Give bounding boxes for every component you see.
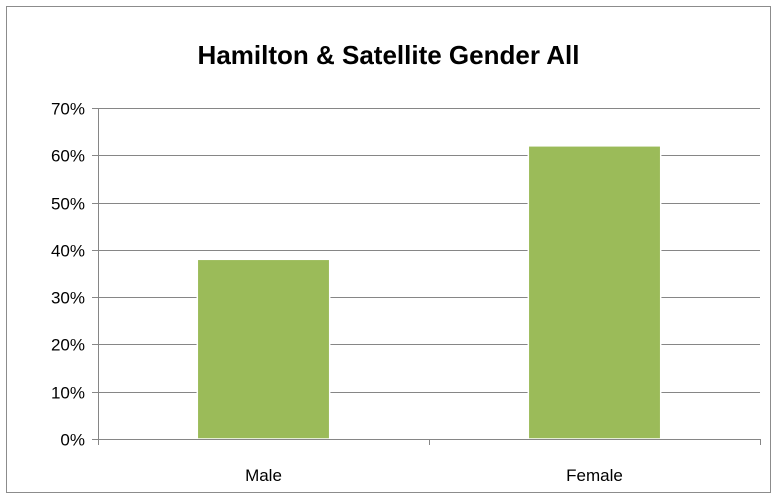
bar-male — [196, 258, 331, 440]
y-tick-label: 40% — [51, 242, 85, 261]
y-tick-label: 20% — [51, 336, 85, 355]
x-tick-label: Female — [566, 466, 623, 485]
x-tick-labels: Male Female — [245, 466, 623, 485]
y-tick-labels: 0% 10% 20% 30% 40% 50% 60% 70% — [51, 100, 85, 450]
y-tick-label: 60% — [51, 147, 85, 166]
y-tick-label: 30% — [51, 289, 85, 308]
y-tick-label: 10% — [51, 384, 85, 403]
y-tick-label: 70% — [51, 100, 85, 119]
chart-title: Hamilton & Satellite Gender All — [197, 40, 580, 70]
axes — [92, 108, 761, 445]
bars — [196, 145, 662, 440]
y-tick-label: 0% — [60, 431, 85, 450]
bar-female — [527, 145, 662, 440]
x-tick-label: Male — [245, 466, 282, 485]
y-tick-label: 50% — [51, 195, 85, 214]
